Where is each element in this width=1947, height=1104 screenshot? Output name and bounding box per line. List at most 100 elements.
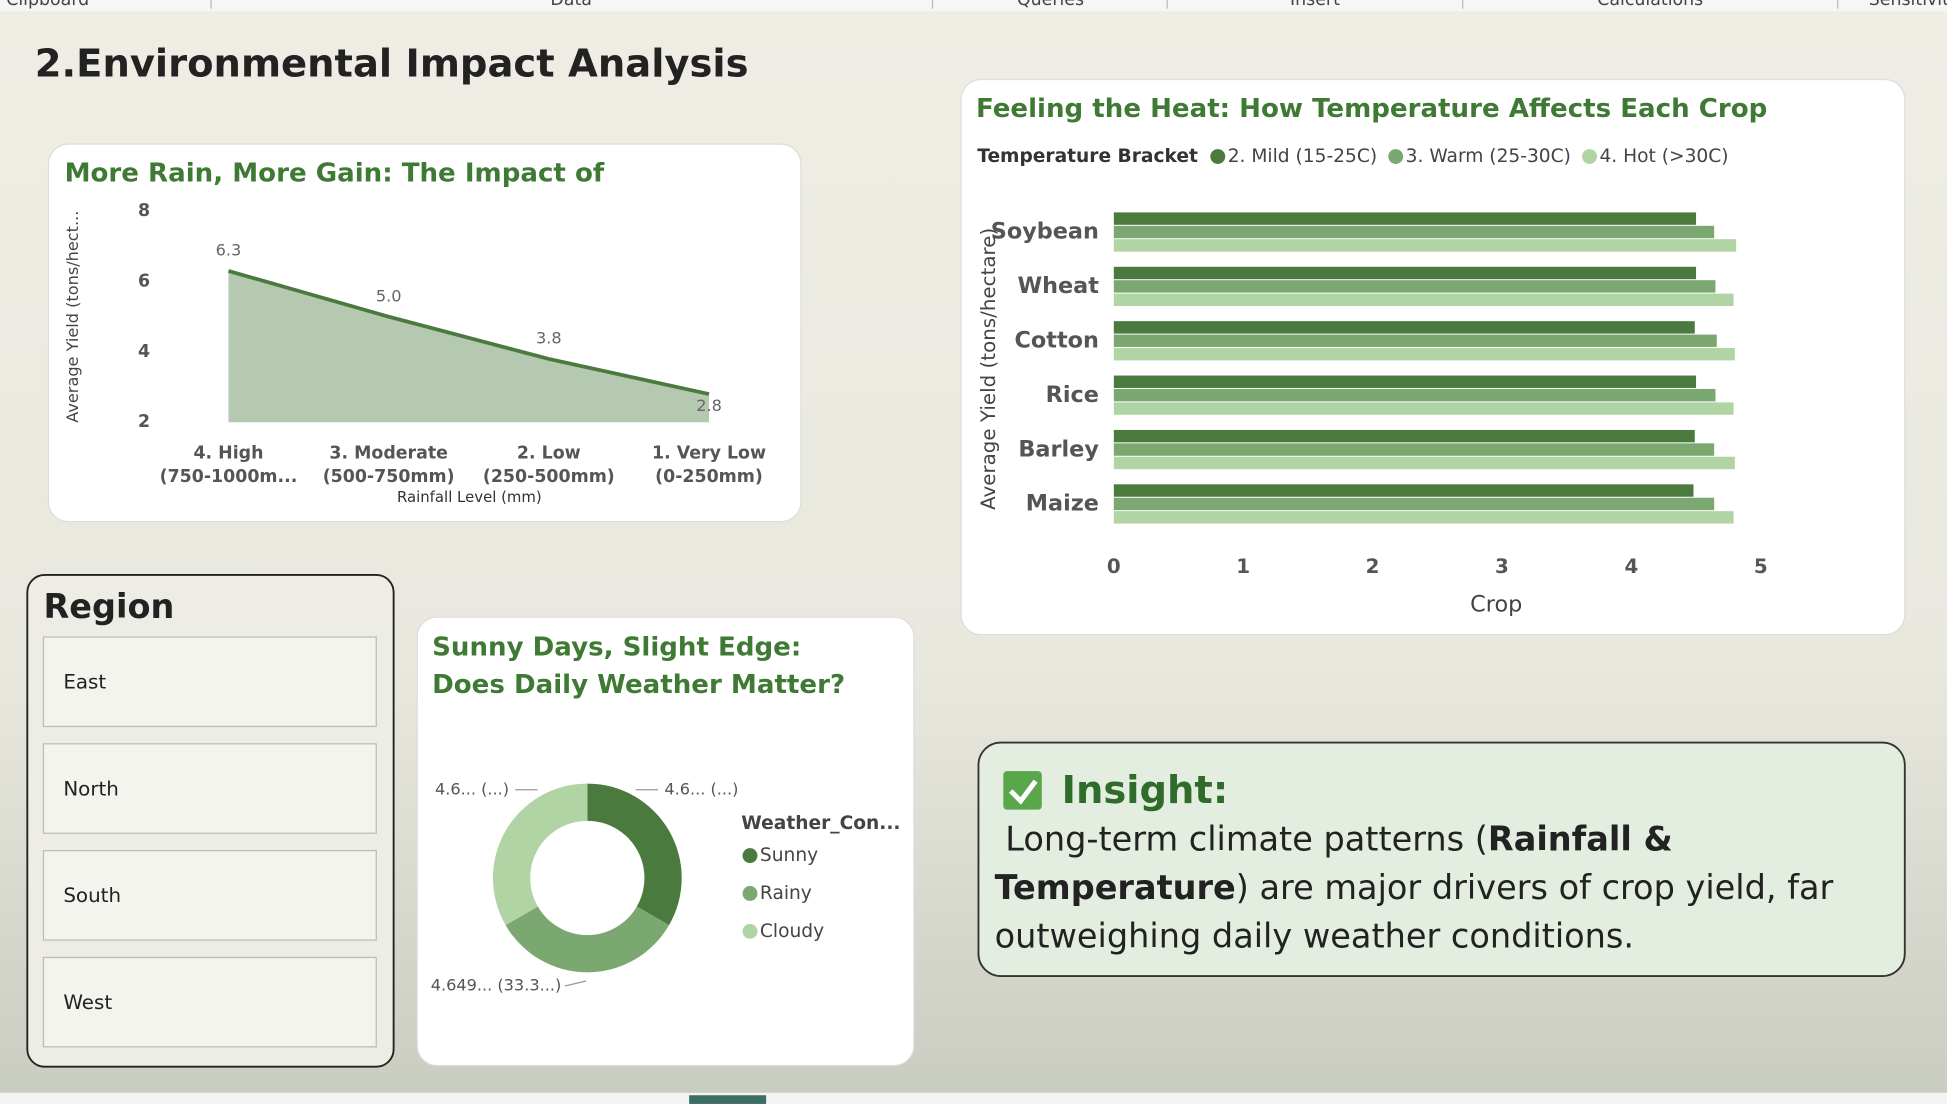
bar (1113, 280, 1716, 293)
x-tick-label: 2. Low (250-500mm) (483, 443, 615, 487)
ribbon-group: Sensitivity (1869, 0, 1947, 10)
line (227, 269, 710, 396)
slicer-item[interactable] (42, 636, 377, 728)
area (228, 270, 710, 423)
y-tick-label: Cotton (1015, 328, 1099, 354)
legend-marker (1210, 149, 1226, 164)
insight-part: Long-term climate patterns ( (1005, 820, 1488, 860)
slicer-item[interactable] (42, 850, 377, 941)
data-label: 3.8 (536, 329, 562, 348)
chart-title-box: More Rain, More Gain: The Impact of Prec… (64, 157, 605, 196)
slicer-item[interactable] (42, 956, 377, 1048)
bar (1113, 443, 1715, 456)
legend-marker (742, 886, 758, 901)
bar (1113, 388, 1716, 402)
x-tick-line: (0-250mm) (655, 467, 763, 487)
bar (1113, 456, 1735, 470)
legend-marker (742, 848, 758, 864)
y-axis-title: Average Yield (tons/hectare) (977, 228, 1000, 510)
insight-part: ) are major drivers of crop yield, far o… (994, 869, 1834, 957)
bar (1113, 402, 1734, 415)
ribbon-group: Insert (1290, 0, 1340, 10)
donut-slice (505, 906, 670, 973)
data-label: 4.649... (33.3...) (431, 975, 562, 994)
y-tick-label: Barley (1018, 436, 1099, 462)
slicer-item-label: South (63, 884, 121, 907)
x-tick-label: 5 (1754, 555, 1768, 578)
legend-label: 2. Mild (15-25C) (1228, 146, 1377, 167)
x-tick-label: 3 (1495, 555, 1509, 578)
active-tab[interactable] (689, 1095, 767, 1104)
legend-marker (742, 923, 758, 939)
bar (1113, 321, 1695, 334)
page-tabs (0, 1092, 1947, 1104)
data-label: 4.6... (...) (664, 779, 738, 798)
insight-heading: Insight: (1062, 768, 1229, 813)
ribbon-group: Queries (1017, 0, 1084, 10)
x-tick-line: (500-750mm) (323, 467, 455, 487)
data-label: 5.0 (376, 286, 402, 305)
legend-title: Weather_Con... (741, 813, 900, 834)
slicer-item-label: West (63, 991, 112, 1014)
x-tick-line: 3. Moderate (329, 443, 448, 463)
bar (1113, 347, 1735, 361)
y-tick-label: Soybean (991, 219, 1099, 245)
leader-line (564, 980, 587, 987)
x-tick-label: 2 (1366, 555, 1380, 578)
slicer-item-label: East (63, 671, 106, 694)
x-tick-label: 1 (1236, 555, 1250, 578)
slicer-item[interactable] (42, 743, 377, 834)
slicer-item-label: North (63, 777, 119, 800)
y-tick-label: 8 (138, 201, 150, 221)
insight-text: Long-term climate patterns (Rainfall & T… (994, 820, 1834, 957)
bar (1113, 429, 1695, 443)
bar (1113, 266, 1697, 280)
legend-label: 3. Warm (25-30C) (1406, 146, 1571, 167)
check-mark (1008, 779, 1038, 805)
x-tick-line: (750-1000m... (160, 467, 298, 487)
chart-title: Sunny Days, Slight Edge: Does Daily Weat… (432, 632, 846, 700)
bar (1113, 497, 1715, 511)
data-label: 4.6... (...) (435, 779, 509, 798)
chart-title-box: Sunny Days, Slight Edge: Does Daily Weat… (432, 632, 846, 700)
donut-slice (492, 783, 588, 926)
insight-box (977, 741, 1906, 977)
x-tick-label: 3. Moderate (500-750mm) (323, 443, 455, 487)
slicer-title: Region (43, 587, 174, 626)
bar (1113, 212, 1697, 225)
ribbon-group: Calculations (1597, 0, 1703, 10)
bar (1113, 293, 1734, 307)
y-tick-label: 2 (138, 412, 150, 432)
legend-marker (1582, 149, 1597, 164)
x-tick-label: 4 (1624, 555, 1638, 578)
x-tick-label: 1. Very Low (0-250mm) (652, 443, 766, 487)
y-tick-label: 4 (138, 342, 150, 362)
legend-label: Cloudy (760, 921, 824, 942)
bar (1113, 239, 1737, 252)
data-label: 6.3 (216, 241, 242, 260)
chart-title-box: Feeling the Heat: How Temperature Affect… (975, 93, 1768, 123)
chart-title: More Rain, More Gain: The Impact of Prec… (64, 157, 605, 196)
x-tick-line: 4. High (193, 443, 263, 463)
bar (1113, 225, 1715, 239)
donut-slice (587, 783, 682, 926)
legend-marker (1388, 149, 1404, 164)
x-tick-label: 4. High (750-1000m... (160, 443, 298, 487)
y-tick-label: 6 (138, 272, 150, 292)
ribbon-group: Clipboard (6, 0, 89, 10)
y-tick-label: Rice (1046, 382, 1099, 408)
bar (1113, 334, 1717, 347)
y-tick-label: Maize (1026, 491, 1099, 517)
x-tick-line: 2. Low (517, 443, 581, 463)
bar (1113, 375, 1697, 388)
legend-label: Sunny (760, 845, 818, 866)
x-axis-title: Crop (1470, 591, 1522, 617)
data-label: 2.8 (696, 396, 722, 415)
legend-title: Temperature Bracket (977, 146, 1198, 167)
legend-label: Rainy (760, 883, 812, 904)
legend-label: 4. Hot (>30C) (1599, 146, 1728, 167)
y-tick-label: Wheat (1017, 273, 1099, 299)
chart-title: Feeling the Heat: How Temperature Affect… (975, 93, 1768, 123)
